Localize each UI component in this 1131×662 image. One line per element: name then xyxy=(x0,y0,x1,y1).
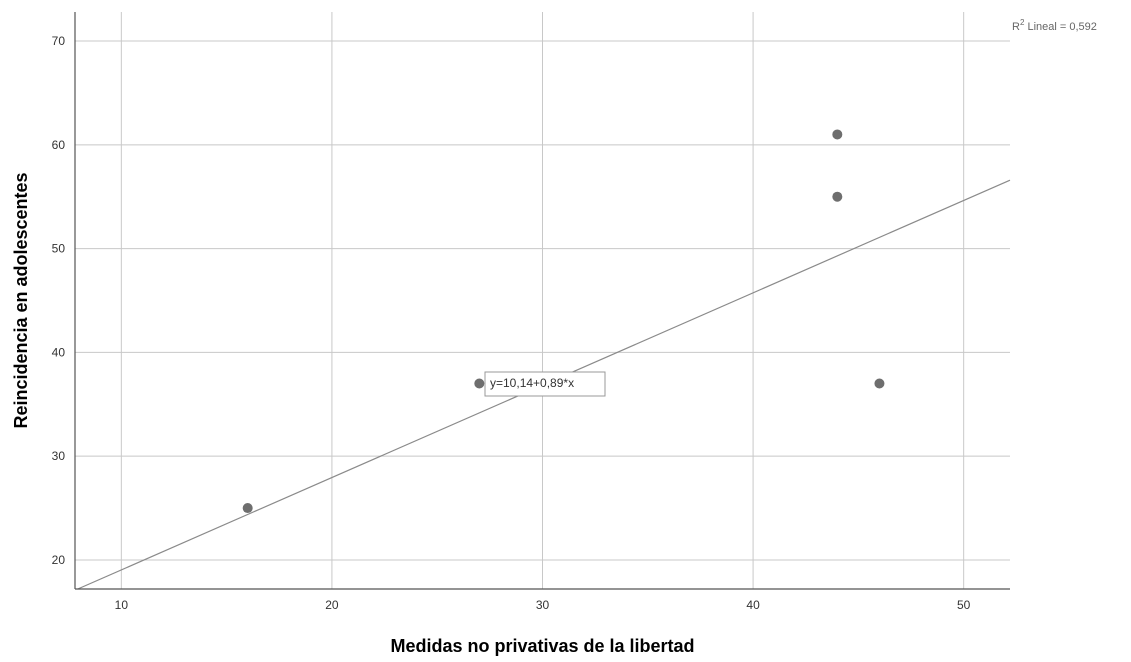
axes xyxy=(74,12,1010,590)
x-axis-title: Medidas no privativas de la libertad xyxy=(390,636,694,656)
x-tick-label-50: 50 xyxy=(957,598,971,612)
y-tick-label-50: 50 xyxy=(52,242,66,256)
r-squared-superscript: 2 xyxy=(1020,18,1025,27)
data-point-3 xyxy=(832,129,843,140)
x-tick-label-20: 20 xyxy=(325,598,339,612)
y-tick-label-20: 20 xyxy=(52,553,66,567)
data-point-4 xyxy=(832,191,843,202)
data-point-2 xyxy=(474,378,485,389)
data-points xyxy=(242,129,885,514)
x-tick-label-40: 40 xyxy=(746,598,760,612)
r-squared-label: R2 Lineal = 0,592 xyxy=(1012,18,1097,33)
data-point-1 xyxy=(242,503,253,514)
y-tick-label-70: 70 xyxy=(52,34,66,48)
r-squared-prefix: R xyxy=(1012,21,1020,33)
y-tick-label-40: 40 xyxy=(52,345,66,359)
x-tick-label-30: 30 xyxy=(536,598,550,612)
equation-box xyxy=(484,371,606,397)
x-tick-label-10: 10 xyxy=(115,598,129,612)
r-squared-suffix: Lineal = 0,592 xyxy=(1024,21,1096,33)
y-tick-label-60: 60 xyxy=(52,138,66,152)
y-axis-title: Reincidencia en adolescentes xyxy=(11,172,31,428)
x-tick-labels: 10 20 30 40 50 xyxy=(115,598,971,612)
equation-label: y=10,14+0,89*x xyxy=(490,376,574,390)
equation-annotation: y=10,14+0,89*x xyxy=(484,371,606,397)
grid-lines xyxy=(75,12,1010,589)
data-point-5 xyxy=(874,378,885,389)
y-tick-labels: 20 30 40 50 60 70 xyxy=(52,34,66,567)
y-tick-label-30: 30 xyxy=(52,449,66,463)
